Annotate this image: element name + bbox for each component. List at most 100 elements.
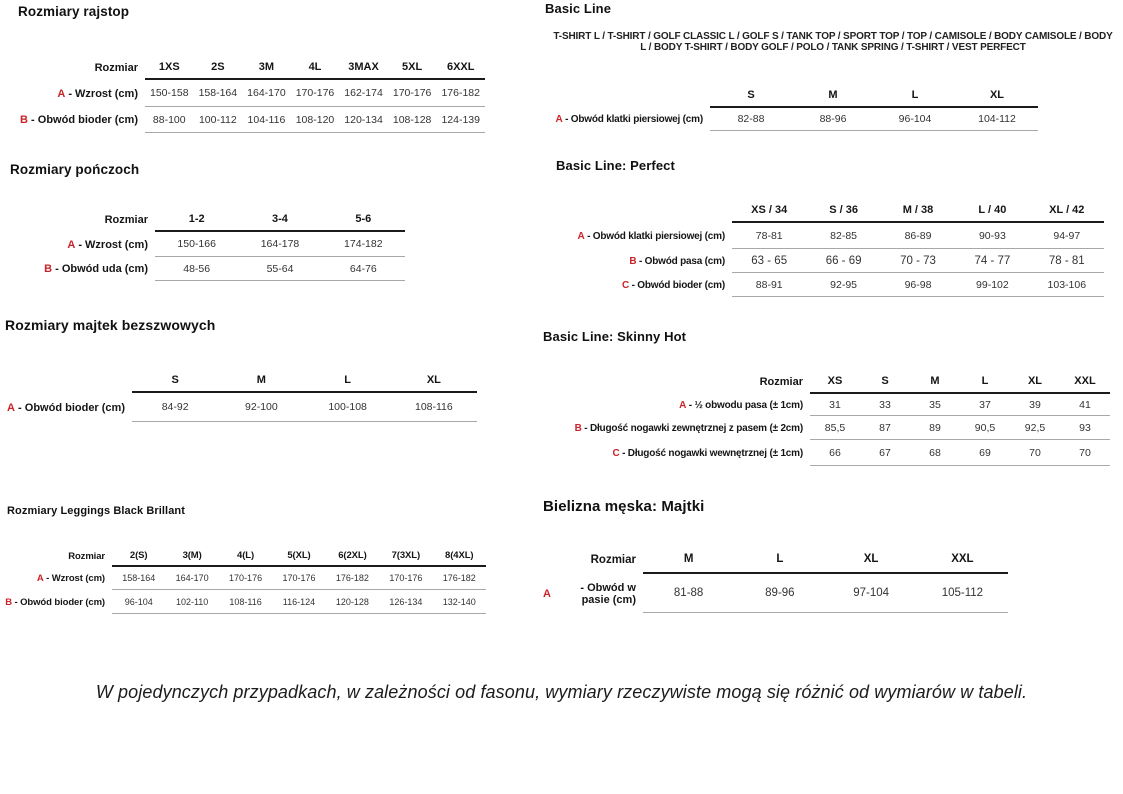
row-label: B - Obwód pasa (cm) xyxy=(629,255,725,267)
measure-letter: A xyxy=(543,587,551,600)
row-label: B - Obwód bioder (cm) xyxy=(5,596,105,608)
section-title-basic-line-perfect: Basic Line: Perfect xyxy=(556,158,675,173)
measure-letter: A xyxy=(577,230,585,242)
size-table-basic-line: S M L XL A - Obwód klatki piersiowej (cm) 82-… xyxy=(546,83,1038,131)
table-row: B - Obwód bioder (cm) 88-100 100-112 104-11… xyxy=(2,107,485,133)
column-header: L xyxy=(874,83,956,108)
column-header: S xyxy=(710,83,792,108)
measure-letter: B xyxy=(5,596,12,608)
corner-label: Rozmiar xyxy=(759,376,803,388)
table-row: A - Wzrost (cm) 158-164 164-170 170-176 170-… xyxy=(2,567,486,590)
corner-label: Rozmiar xyxy=(590,553,636,566)
column-header: XL xyxy=(1010,370,1060,394)
size-value: 94-97 xyxy=(1029,223,1104,249)
size-value: 170-176 xyxy=(272,567,326,590)
size-value: 88-91 xyxy=(732,273,807,297)
row-label: A - Wzrost (cm) xyxy=(67,238,148,251)
size-value: 174-182 xyxy=(321,232,405,257)
size-value: 150-166 xyxy=(155,232,239,257)
corner-label xyxy=(548,198,732,223)
measure-letter: B xyxy=(629,255,637,267)
column-header: M xyxy=(643,545,735,574)
size-value: 81-88 xyxy=(643,574,735,613)
section-title-leggings: Rozmiary Leggings Black Brillant xyxy=(7,505,186,517)
row-label: B - Obwód uda (cm) xyxy=(44,263,148,275)
size-value: 170-176 xyxy=(218,567,273,590)
column-header: 6XXL xyxy=(436,55,485,80)
table-row: C - Obwód bioder (cm) 88-91 92-95 96-98 99-1… xyxy=(548,273,1104,297)
size-value: 124-139 xyxy=(436,107,485,133)
column-header: M xyxy=(792,83,874,108)
table-row: B - Obwód bioder (cm) 96-104 102-110 108-11… xyxy=(2,590,486,614)
table-row: B - Długość nogawki zewnętrznej z pasem … xyxy=(543,416,1110,440)
size-value: 108-128 xyxy=(387,107,437,133)
size-value: 74 - 77 xyxy=(955,249,1030,273)
column-header: XL xyxy=(825,545,917,574)
size-value: 96-104 xyxy=(112,590,166,614)
column-header: 8(4XL) xyxy=(432,545,486,567)
size-value: 96-104 xyxy=(874,108,956,131)
column-header: 2S xyxy=(193,55,243,80)
row-label: C - Obwód bioder (cm) xyxy=(621,279,725,291)
measure-letter: A xyxy=(36,573,44,584)
size-value: 96-98 xyxy=(880,273,956,297)
section-title-rajstopy: Rozmiary rajstop xyxy=(18,4,130,19)
size-value: 176-182 xyxy=(432,567,486,590)
table-header-row: S M L XL xyxy=(5,368,477,393)
row-label: A - Obwód klatki piersiowej (cm) xyxy=(577,230,725,242)
table-row: A - Obwód klatki piersiowej (cm) 78-81 82-… xyxy=(548,223,1104,249)
column-header: 7(3XL) xyxy=(379,545,433,567)
measure-letter: C xyxy=(621,279,629,291)
measure-letter: A xyxy=(555,114,563,125)
size-value: 78-81 xyxy=(732,223,807,249)
size-value: 69 xyxy=(960,440,1010,466)
size-value: 100-112 xyxy=(193,107,243,133)
size-value: 78 - 81 xyxy=(1029,249,1104,273)
table-row: B - Obwód pasa (cm) 63 - 65 66 - 69 70 - 73… xyxy=(548,249,1104,273)
size-value: 70 xyxy=(1060,440,1110,466)
size-table-bielizna-meska: Rozmiar M L XL XXL A - Obwód w pasie (cm) 81-8… xyxy=(543,545,1008,613)
table-header-row: Rozmiar 1XS 2S 3M 4L 3MAX 5XL 6XXL xyxy=(2,55,485,80)
column-header: S xyxy=(132,368,219,393)
table-header-row: S M L XL xyxy=(546,83,1038,108)
column-header: 3(M) xyxy=(165,545,219,567)
row-label: B - Obwód bioder (cm) xyxy=(20,114,138,126)
column-header: XL xyxy=(956,83,1038,108)
size-value: 31 xyxy=(810,394,860,416)
column-header: 5XL xyxy=(387,55,437,80)
column-header: XL xyxy=(390,368,477,393)
size-value: 67 xyxy=(860,440,910,466)
size-value: 126-134 xyxy=(379,590,433,614)
column-header: 3-4 xyxy=(238,207,322,232)
column-header: S / 36 xyxy=(806,198,881,223)
size-value: 102-110 xyxy=(165,590,219,614)
size-value: 90,5 xyxy=(960,416,1010,440)
size-value: 41 xyxy=(1060,394,1110,416)
size-value: 64-76 xyxy=(321,257,405,281)
size-value: 164-178 xyxy=(238,232,322,257)
size-value: 70 xyxy=(1010,440,1060,466)
row-label: B - Długość nogawki zewnętrznej z pasem … xyxy=(574,422,804,434)
size-value: 108-120 xyxy=(290,107,340,133)
size-value: 164-170 xyxy=(242,80,291,107)
size-value: 92,5 xyxy=(1010,416,1060,440)
size-value: 85,5 xyxy=(810,416,860,440)
size-value: 86-89 xyxy=(880,223,956,249)
size-value: 92-95 xyxy=(806,273,881,297)
row-label: A - Obwód w pasie (cm) xyxy=(543,581,636,606)
column-header: XS xyxy=(810,370,860,394)
size-value: 105-112 xyxy=(916,574,1008,613)
table-row: A - Obwód klatki piersiowej (cm) 82-88 88-… xyxy=(546,108,1038,131)
column-header: S xyxy=(860,370,910,394)
column-header: 4L xyxy=(290,55,340,80)
basic-line-product-list: T-SHIRT L / T-SHIRT / GOLF CLASSIC L / G… xyxy=(553,31,1113,53)
column-header: XS / 34 xyxy=(732,198,807,223)
size-value: 108-116 xyxy=(218,590,273,614)
size-value: 176-182 xyxy=(436,80,485,107)
column-header: 1-2 xyxy=(155,207,239,232)
size-value: 97-104 xyxy=(825,574,917,613)
section-title-majtki-bezszwowe: Rozmiary majtek bezszwowych xyxy=(5,317,216,333)
size-value: 93 xyxy=(1060,416,1110,440)
size-value: 87 xyxy=(860,416,910,440)
